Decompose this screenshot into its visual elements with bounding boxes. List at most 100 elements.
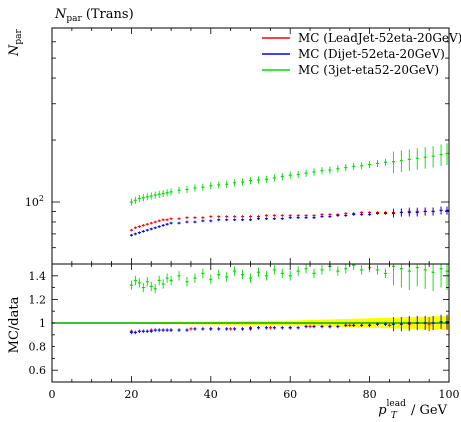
data-point [137, 231, 141, 234]
data-point [129, 228, 133, 232]
y-tick-label: 1.4 [29, 270, 47, 283]
chart-title-symbol: N [54, 7, 67, 22]
data-point [133, 275, 137, 286]
data-point [161, 328, 165, 332]
data-point [153, 328, 157, 332]
data-point [344, 214, 348, 217]
data-point [439, 144, 443, 166]
data-point [193, 220, 197, 224]
data-point [209, 274, 213, 285]
data-point [268, 325, 272, 330]
data-point [376, 212, 380, 215]
data-point [145, 222, 149, 226]
data-point [249, 273, 252, 283]
chart-title: Npar (Trans) [54, 7, 134, 24]
data-point [288, 271, 292, 281]
data-point [360, 265, 364, 275]
data-point [407, 208, 411, 217]
data-point [225, 218, 229, 222]
data-point [193, 273, 197, 283]
data-point [201, 219, 205, 223]
data-point [264, 217, 268, 221]
data-point [399, 264, 403, 288]
data-point [383, 212, 387, 215]
data-point [272, 325, 276, 330]
data-point [439, 264, 443, 288]
legend-item: MC (Dijet-52eta-20GeV) [262, 47, 445, 61]
data-point [193, 216, 197, 219]
data-point [225, 327, 229, 331]
data-point [241, 327, 245, 331]
data-point [312, 268, 316, 279]
data-point [256, 267, 260, 277]
data-point [264, 325, 268, 330]
data-point [320, 167, 324, 175]
data-point [308, 324, 312, 329]
data-point [157, 190, 161, 198]
chart-title-rest: (Trans) [86, 7, 134, 22]
main-y-tick-labels: 102 [25, 194, 44, 209]
data-point [415, 208, 419, 217]
data-point [249, 327, 252, 331]
data-point [415, 148, 419, 170]
x-tick-label: 20 [124, 388, 138, 401]
data-point [169, 188, 173, 196]
data-point [399, 317, 403, 332]
data-point [177, 271, 181, 281]
main-y-label: Npar [7, 28, 24, 57]
main-y-label-symbol: N [7, 44, 22, 57]
data-point [201, 183, 205, 191]
data-point [296, 325, 300, 330]
data-point [169, 221, 173, 225]
x-axis-label: plead T / GeV [378, 399, 447, 421]
data-point [141, 194, 145, 202]
data-point [241, 218, 245, 222]
data-point [209, 327, 213, 331]
data-point [133, 232, 137, 236]
data-point [149, 192, 153, 200]
data-point [399, 150, 403, 172]
data-point [445, 143, 449, 165]
data-point [217, 215, 221, 218]
data-point [241, 269, 245, 280]
data-point [157, 225, 161, 228]
legend-label: MC (Dijet-52eta-20GeV) [298, 47, 445, 61]
data-point [445, 206, 449, 215]
data-point [153, 220, 157, 224]
data-point [304, 169, 308, 177]
data-point [344, 264, 348, 274]
data-point [149, 329, 153, 334]
x-axis-label-symbol: p [378, 403, 387, 418]
legend-label: MC (3jet-eta52-20GeV) [298, 63, 439, 77]
y-tick-label-base: 10 [25, 196, 39, 209]
data-point [133, 196, 137, 204]
data-point [149, 227, 153, 231]
data-point [272, 214, 276, 217]
x-tick-label: 80 [363, 388, 377, 401]
ratio-ticks [51, 263, 450, 383]
data-point [177, 328, 181, 332]
data-point [256, 325, 260, 330]
data-point [193, 184, 197, 192]
data-point [368, 161, 372, 169]
data-point [296, 216, 300, 219]
data-point [280, 214, 284, 217]
data-point [336, 266, 340, 276]
data-point [288, 216, 292, 219]
data-point [328, 166, 332, 174]
data-point [137, 278, 141, 288]
data-point [376, 322, 380, 326]
ratio-series [129, 264, 449, 335]
data-point [304, 264, 308, 274]
data-point [423, 315, 427, 331]
data-point [161, 189, 165, 198]
data-point [264, 175, 268, 183]
data-point [383, 268, 387, 279]
data-point [296, 266, 300, 276]
main-y-label-sub: par [14, 28, 24, 44]
data-point [165, 218, 169, 222]
data-point [217, 181, 221, 189]
data-point [153, 226, 157, 230]
data-point [137, 195, 141, 203]
legend-item: MC (LeadJet-52eta-20GeV) [262, 31, 461, 45]
